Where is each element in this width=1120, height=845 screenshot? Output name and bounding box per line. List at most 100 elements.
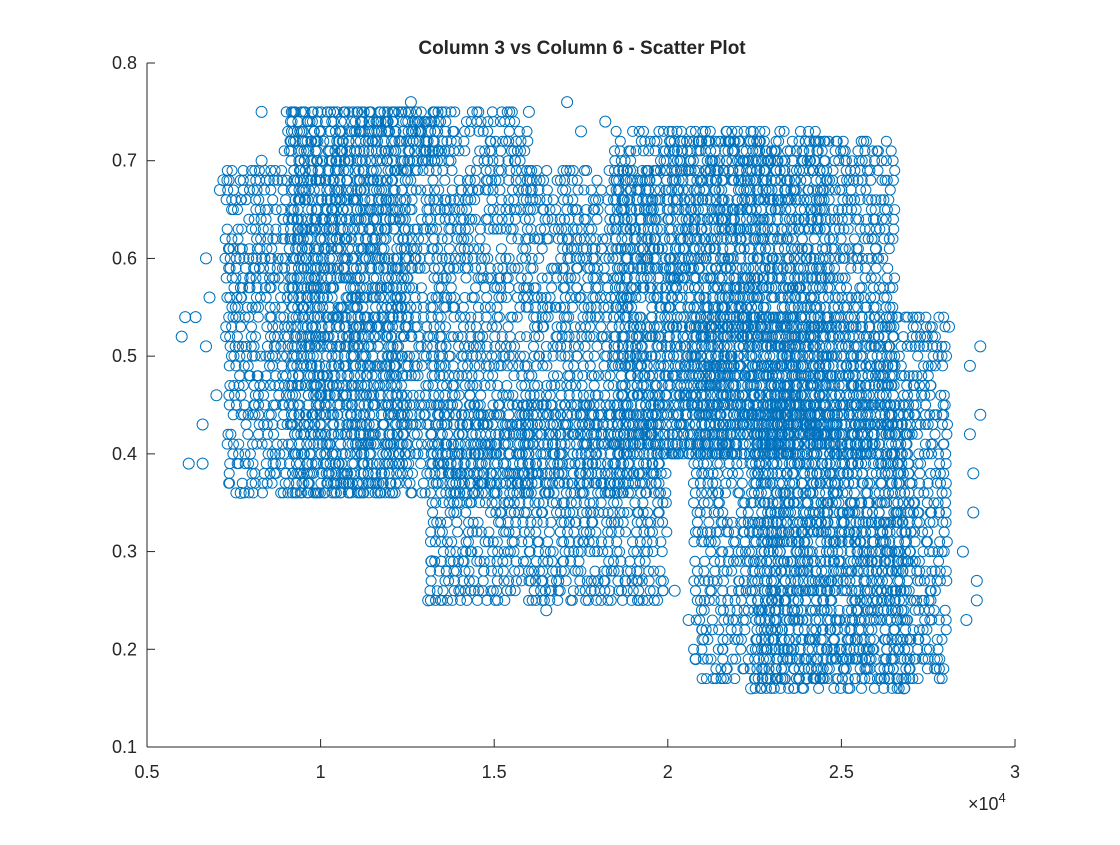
scatter-point xyxy=(403,458,415,470)
scatter-point xyxy=(221,174,233,186)
scatter-point xyxy=(242,409,254,421)
scatter-point xyxy=(502,321,514,333)
scatter-point xyxy=(370,213,382,225)
scatter-point xyxy=(302,194,314,206)
scatter-point xyxy=(451,516,463,528)
scatter-point xyxy=(481,292,493,303)
scatter-point xyxy=(643,575,655,587)
scatter-point xyxy=(291,174,303,186)
scatter-point xyxy=(464,389,476,401)
scatter-point xyxy=(230,262,242,274)
scatter-point xyxy=(223,477,235,489)
scatter-point xyxy=(463,536,474,548)
scatter-point xyxy=(495,360,507,372)
scatter-point xyxy=(653,272,665,284)
scatter-point xyxy=(299,428,311,440)
scatter-point xyxy=(236,243,248,255)
scatter-point xyxy=(558,311,570,323)
scatter-point xyxy=(291,213,303,225)
scatter-point xyxy=(568,360,580,372)
scatter-point xyxy=(494,204,506,216)
scatter-point xyxy=(778,125,790,137)
scatter-point xyxy=(614,135,626,147)
scatter-point xyxy=(233,438,245,450)
scatter-point xyxy=(335,340,346,352)
scatter-point xyxy=(227,448,239,460)
scatter-point xyxy=(332,399,344,411)
scatter-point xyxy=(552,594,564,606)
scatter-point xyxy=(474,233,486,245)
scatter-point xyxy=(248,380,260,391)
scatter-point xyxy=(315,448,327,460)
scatter-point xyxy=(220,194,232,206)
scatter-point xyxy=(497,565,509,577)
scatter-point xyxy=(374,380,386,391)
scatter-point xyxy=(336,301,347,313)
scatter-point xyxy=(353,233,365,245)
scatter-point xyxy=(491,389,503,401)
scatter-point xyxy=(661,350,673,362)
scatter-point xyxy=(249,467,261,479)
scatter-point xyxy=(468,292,480,303)
scatter-point xyxy=(406,409,418,421)
scatter-point xyxy=(521,125,533,137)
scatter-point xyxy=(528,340,539,352)
scatter-point xyxy=(657,575,669,587)
scatter-point xyxy=(466,292,478,303)
scatter-point xyxy=(368,272,380,284)
scatter-point xyxy=(530,526,542,538)
scatter-point xyxy=(461,594,473,606)
scatter-point xyxy=(598,301,610,313)
scatter-point xyxy=(362,458,374,470)
scatter-point xyxy=(304,331,316,343)
scatter-point xyxy=(324,233,336,245)
scatter-point xyxy=(340,389,352,401)
scatter-point xyxy=(316,213,328,225)
scatter-point xyxy=(253,301,264,313)
scatter-point xyxy=(437,585,449,597)
scatter-point xyxy=(492,380,504,391)
scatter-point xyxy=(228,350,240,362)
scatter-point xyxy=(486,106,498,118)
scatter-point xyxy=(547,350,559,362)
scatter-point xyxy=(348,252,360,264)
scatter-point xyxy=(410,448,422,460)
scatter-point xyxy=(596,243,608,255)
scatter-point xyxy=(314,487,326,499)
scatter-point xyxy=(595,497,607,509)
scatter-point xyxy=(586,516,598,528)
scatter-point xyxy=(224,458,236,470)
scatter-point xyxy=(241,301,253,313)
scatter-point xyxy=(486,565,497,577)
scatter-point xyxy=(288,340,300,352)
scatter-point xyxy=(227,409,239,421)
scatter-point xyxy=(300,409,311,421)
scatter-point xyxy=(441,516,453,528)
scatter-point xyxy=(263,409,275,421)
scatter-point xyxy=(258,419,270,430)
scatter-point xyxy=(641,536,653,548)
scatter-point xyxy=(638,125,649,137)
scatter-point xyxy=(590,526,602,538)
scatter-point xyxy=(270,399,282,411)
scatter-point xyxy=(595,184,607,196)
scatter-point xyxy=(675,125,687,137)
scatter-point xyxy=(470,262,481,274)
scatter-point xyxy=(591,213,603,225)
scatter-point xyxy=(472,155,484,167)
scatter-point xyxy=(340,311,352,323)
scatter-point xyxy=(616,282,627,294)
scatter-point xyxy=(365,340,377,352)
scatter-point xyxy=(230,252,242,264)
scatter-point xyxy=(577,389,589,401)
scatter-point xyxy=(766,184,778,196)
scatter-point xyxy=(265,409,277,421)
scatter-point xyxy=(286,272,298,284)
scatter-point xyxy=(337,380,349,391)
scatter-point xyxy=(266,448,278,460)
scatter-point xyxy=(453,340,465,352)
scatter-point xyxy=(531,516,543,528)
scatter-point xyxy=(405,331,417,343)
scatter-point xyxy=(614,546,626,558)
scatter-point xyxy=(405,301,417,313)
